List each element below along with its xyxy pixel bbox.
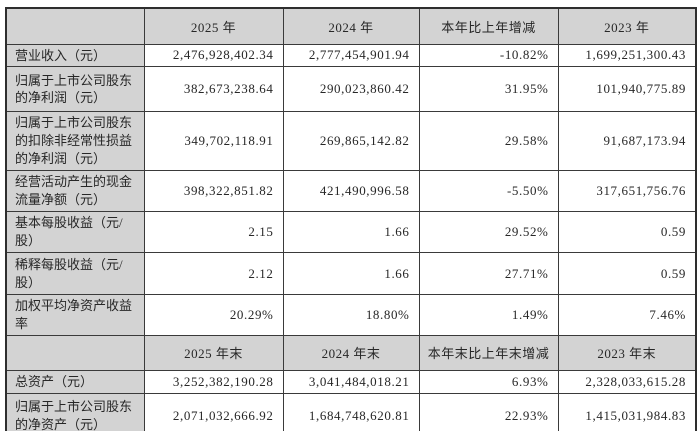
row-label: 归属于上市公司股东的净利润（元）	[5, 66, 145, 113]
period-end-header-row: 2025 年末 2024 年末 本年末比上年末增减 2023 年末	[5, 334, 697, 371]
value-2023: 7.46%	[557, 294, 697, 336]
value-2025: 2.12	[143, 252, 284, 295]
value-2024: 421,490,996.58	[282, 170, 420, 213]
column-header-2023-end: 2023 年末	[557, 334, 697, 371]
value-change: 6.93%	[418, 369, 559, 394]
row-label: 加权平均净资产收益率	[5, 294, 145, 336]
value-2024: 290,023,860.42	[282, 66, 420, 113]
column-header-2023: 2023 年	[557, 7, 697, 45]
row-label: 经营活动产生的现金流量净额（元）	[5, 170, 145, 213]
column-header-end-change: 本年末比上年末增减	[418, 334, 559, 371]
value-2023: 317,651,756.76	[557, 170, 697, 213]
value-change: 29.58%	[418, 111, 559, 172]
value-change: -5.50%	[418, 170, 559, 213]
row-label: 基本每股收益（元/股）	[5, 211, 145, 253]
value-2025: 398,322,851.82	[143, 170, 284, 213]
value-change: 27.71%	[418, 252, 559, 295]
table-row-revenue: 营业收入（元） 2,476,928,402.34 2,777,454,901.9…	[5, 43, 697, 68]
row-label: 稀释每股收益（元/股）	[5, 252, 145, 295]
value-2023: 101,940,775.89	[557, 66, 697, 113]
annual-header-row: 2025 年 2024 年 本年比上年增减 2023 年	[5, 7, 697, 45]
value-change: 22.93%	[418, 392, 559, 431]
column-header-2025-end: 2025 年末	[143, 334, 284, 371]
value-change: -10.82%	[418, 43, 559, 68]
value-2023: 2,328,033,615.28	[557, 369, 697, 394]
column-header-2024-end: 2024 年末	[282, 334, 420, 371]
value-2023: 0.59	[557, 252, 697, 295]
value-2025: 349,702,118.91	[143, 111, 284, 172]
value-2024: 3,041,484,018.21	[282, 369, 420, 394]
table-row-net-profit: 归属于上市公司股东的净利润（元） 382,673,238.64 290,023,…	[5, 66, 697, 113]
table-row-basic-eps: 基本每股收益（元/股） 2.15 1.66 29.52% 0.59	[5, 211, 697, 253]
table-row-net-assets: 归属于上市公司股东的净资产（元） 2,071,032,666.92 1,684,…	[5, 392, 697, 431]
value-2024: 269,865,142.82	[282, 111, 420, 172]
row-label: 归属于上市公司股东的扣除非经常性损益的净利润（元）	[5, 111, 145, 172]
row-label: 总资产（元）	[5, 369, 145, 394]
table-row-weighted-avg-roe: 加权平均净资产收益率 20.29% 18.80% 1.49% 7.46%	[5, 294, 697, 336]
column-header-2024: 2024 年	[282, 7, 420, 45]
row-label: 归属于上市公司股东的净资产（元）	[5, 392, 145, 431]
column-header-2025: 2025 年	[143, 7, 284, 45]
row-label: 营业收入（元）	[5, 43, 145, 68]
value-change: 29.52%	[418, 211, 559, 253]
column-header-yoy-change: 本年比上年增减	[418, 7, 559, 45]
value-2025: 20.29%	[143, 294, 284, 336]
value-2023: 1,415,031,984.83	[557, 392, 697, 431]
value-2025: 2,476,928,402.34	[143, 43, 284, 68]
value-2025: 2.15	[143, 211, 284, 253]
corner-cell	[5, 7, 145, 45]
table-row-net-profit-excl-nonrecurring: 归属于上市公司股东的扣除非经常性损益的净利润（元） 349,702,118.91…	[5, 111, 697, 172]
value-2023: 0.59	[557, 211, 697, 253]
value-2023: 1,699,251,300.43	[557, 43, 697, 68]
value-2024: 1,684,748,620.81	[282, 392, 420, 431]
value-change: 1.49%	[418, 294, 559, 336]
value-2025: 3,252,382,190.28	[143, 369, 284, 394]
value-2025: 2,071,032,666.92	[143, 392, 284, 431]
value-2024: 18.80%	[282, 294, 420, 336]
value-2025: 382,673,238.64	[143, 66, 284, 113]
table-row-operating-cash-flow: 经营活动产生的现金流量净额（元） 398,322,851.82 421,490,…	[5, 170, 697, 213]
table-row-total-assets: 总资产（元） 3,252,382,190.28 3,041,484,018.21…	[5, 369, 697, 394]
table-row-diluted-eps: 稀释每股收益（元/股） 2.12 1.66 27.71% 0.59	[5, 252, 697, 295]
value-2023: 91,687,173.94	[557, 111, 697, 172]
value-2024: 1.66	[282, 252, 420, 295]
corner-cell	[5, 334, 145, 371]
value-2024: 1.66	[282, 211, 420, 253]
value-2024: 2,777,454,901.94	[282, 43, 420, 68]
financial-summary-table: 2025 年 2024 年 本年比上年增减 2023 年 营业收入（元） 2,4…	[5, 7, 697, 431]
value-change: 31.95%	[418, 66, 559, 113]
